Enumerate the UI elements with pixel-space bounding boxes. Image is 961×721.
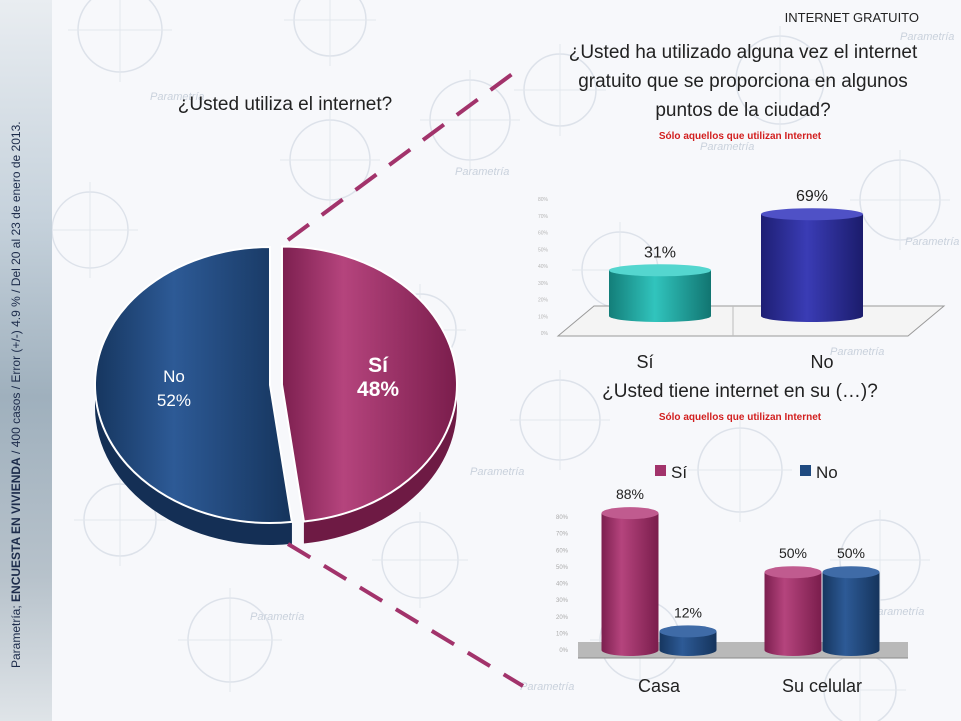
- bg-watermark: Parametría: [520, 681, 574, 693]
- bg-watermark: Parametría: [700, 141, 754, 153]
- pie-slice-side-No: [95, 385, 292, 545]
- legend-label-No: No: [816, 463, 838, 482]
- left-decorative-strip: [0, 0, 52, 721]
- chart1-value-No: 69%: [796, 188, 828, 205]
- pie-slice-Sí: [280, 245, 458, 523]
- chart2-category-Su celular: Su celular: [782, 676, 862, 696]
- chart2-value-Casa-No: 12%: [674, 604, 702, 620]
- chart1-value-Sí: 31%: [644, 244, 676, 261]
- section-title: INTERNET GRATUITO: [784, 10, 919, 25]
- pie-label-No: No: [163, 367, 185, 386]
- chart1-tick: 20%: [538, 298, 549, 304]
- chart2-value-Su celular-Sí: 50%: [779, 545, 807, 561]
- question-1-title: ¿Usted utiliza el internet?: [177, 94, 393, 115]
- bar-chart-free-internet: 0% 10% 20% 30% 40% 50% 60% 70% 80% 31% Sí 69% No: [538, 188, 946, 372]
- chart1-tick: 40%: [538, 264, 549, 270]
- chart2-tick: 20%: [556, 615, 569, 621]
- pie-label-Sí: Sí: [368, 354, 389, 377]
- chart2-bar-Su celular-Sí: [764, 572, 822, 656]
- question-2-note: Sólo aquellos que utilizan Internet: [658, 131, 822, 142]
- chart2-value-Su celular-No: 50%: [837, 545, 865, 561]
- bar-chart-internet-location: Sí No 0% 10% 20% 30% 40% 50% 60% 70% 80% 88% 12% Casa…: [556, 463, 908, 696]
- chart2-bar-Su celular-No-top: [822, 566, 880, 579]
- chart1-bar-Sí-top: [609, 264, 711, 277]
- bg-watermark: Parametría: [250, 611, 304, 623]
- connector-top: [286, 64, 525, 242]
- pie-slice-No: [94, 245, 294, 524]
- question-2-title: ¿Usted ha utilizado alguna vez el intern…: [548, 38, 938, 125]
- chart2-tick: 50%: [556, 565, 569, 571]
- chart2-bar-Su celular-No: [822, 572, 880, 656]
- question-2-line-3: puntos de la ciudad?: [655, 100, 831, 121]
- chart1-tick: 10%: [538, 314, 549, 320]
- pie-value-No: 52%: [157, 391, 191, 410]
- chart1-bar-Sí: [609, 270, 711, 322]
- question-2-line-1: ¿Usted ha utilizado alguna vez el intern…: [568, 42, 918, 63]
- bg-watermark: Parametría: [455, 166, 509, 178]
- chart1-category-No: No: [810, 352, 833, 372]
- question-2-line-2: gratuito que se proporciona en algunos: [578, 71, 908, 92]
- chart2-tick: 70%: [556, 532, 569, 538]
- chart2-bar-Su celular-Sí-top: [764, 566, 822, 579]
- chart2-bar-Casa-Sí: [601, 513, 659, 656]
- chart1-tick: 70%: [538, 214, 549, 220]
- connector-lines: [286, 64, 525, 688]
- chart2-tick: 0%: [559, 648, 568, 654]
- bg-watermark: Parametría: [900, 31, 954, 43]
- chart2-bar-Casa-Sí-top: [601, 507, 659, 520]
- chart2-tick: 10%: [556, 631, 569, 637]
- chart2-tick: 30%: [556, 598, 569, 604]
- chart1-category-Sí: Sí: [636, 352, 653, 372]
- bg-watermark: Parametría: [870, 606, 924, 618]
- bg-watermark: Parametría: [830, 346, 884, 358]
- chart1-tick: 60%: [538, 231, 549, 237]
- pie-value-Sí: 48%: [357, 378, 399, 401]
- legend-swatch-Sí: [655, 465, 666, 476]
- chart1-bar-No-top: [761, 208, 863, 221]
- connector-bottom: [286, 542, 525, 688]
- bg-watermark: Parametría: [470, 466, 524, 478]
- question-3-note: Sólo aquellos que utilizan Internet: [658, 412, 822, 423]
- chart2-value-Casa-Sí: 88%: [616, 486, 644, 502]
- bg-watermark: Parametría: [905, 236, 959, 248]
- chart2-tick: 60%: [556, 548, 569, 554]
- chart1-tick: 0%: [541, 331, 549, 337]
- chart1-tick: 80%: [538, 197, 549, 203]
- chart1-tick: 30%: [538, 281, 549, 287]
- chart2-tick: 80%: [556, 515, 569, 521]
- chart2-bar-Casa-No-top: [659, 625, 717, 638]
- bg-watermark: Parametría: [150, 91, 204, 103]
- chart1-tick: 50%: [538, 247, 549, 253]
- legend-swatch-No: [800, 465, 811, 476]
- chart2-category-Casa: Casa: [638, 676, 681, 696]
- question-3-title: ¿Usted tiene internet en su (…)?: [602, 381, 878, 402]
- chart2-bar-Casa-No: [659, 631, 717, 656]
- legend-label-Sí: Sí: [671, 463, 687, 482]
- chart2-tick: 40%: [556, 582, 569, 588]
- chart1-bar-No: [761, 214, 863, 322]
